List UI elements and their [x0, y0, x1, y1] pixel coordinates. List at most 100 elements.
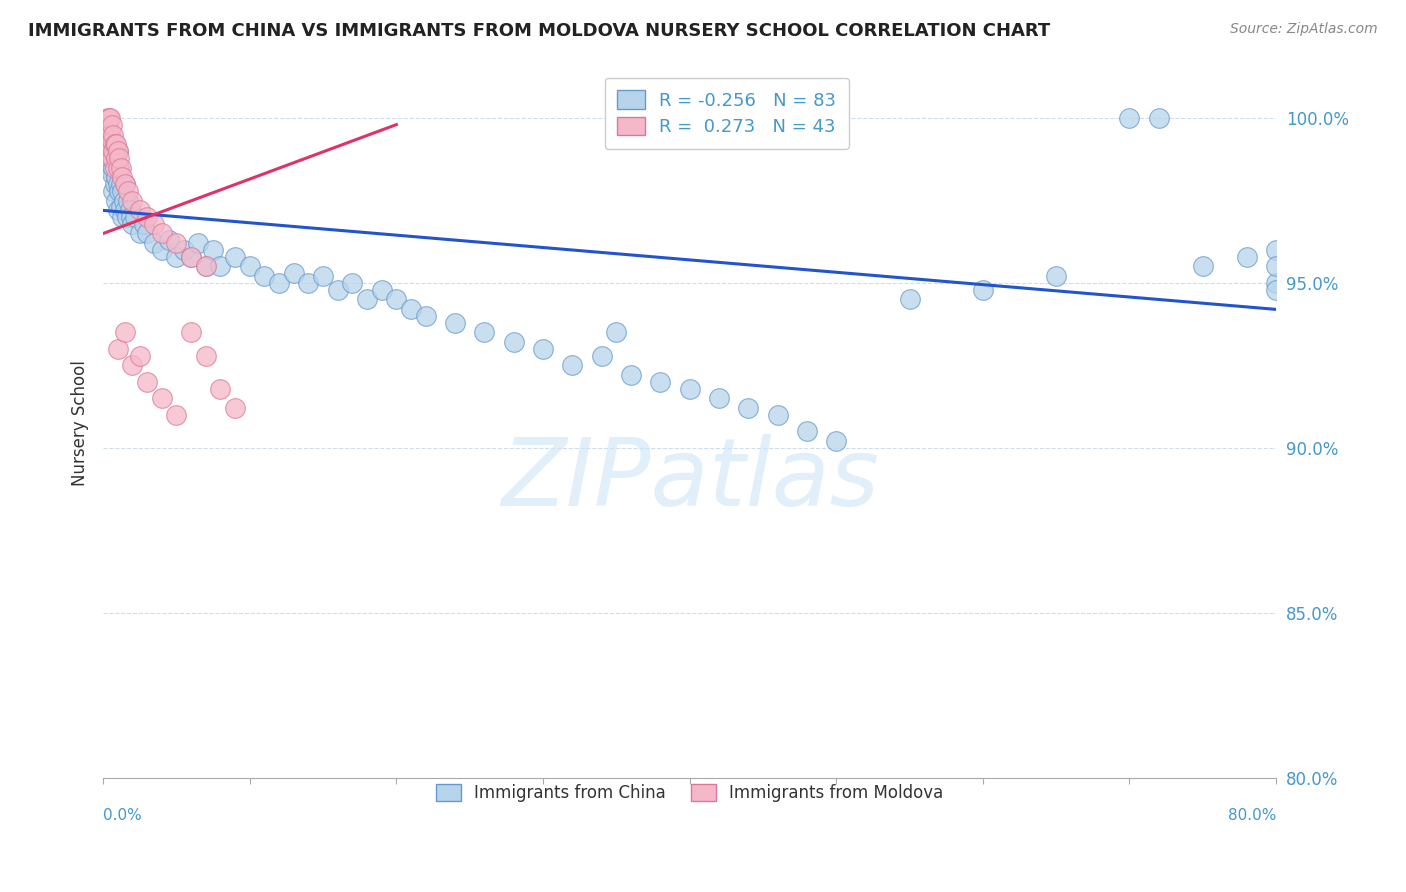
- Point: [112, 194, 135, 208]
- Point: [620, 368, 643, 383]
- Point: [737, 401, 759, 416]
- Point: [707, 392, 730, 406]
- Point: [128, 227, 150, 241]
- Point: [108, 151, 131, 165]
- Point: [101, 118, 124, 132]
- Point: [110, 161, 132, 175]
- Point: [209, 260, 232, 274]
- Point: [312, 269, 335, 284]
- Point: [239, 260, 262, 274]
- Point: [101, 151, 124, 165]
- Text: 0.0%: 0.0%: [103, 808, 142, 823]
- Point: [110, 177, 132, 191]
- Point: [100, 151, 122, 165]
- Point: [825, 434, 848, 449]
- Point: [796, 425, 818, 439]
- Point: [165, 236, 187, 251]
- Point: [356, 293, 378, 307]
- Point: [150, 243, 173, 257]
- Point: [101, 134, 124, 148]
- Point: [472, 326, 495, 340]
- Point: [121, 217, 143, 231]
- Point: [107, 144, 129, 158]
- Point: [165, 408, 187, 422]
- Point: [224, 250, 246, 264]
- Point: [121, 194, 143, 208]
- Point: [117, 194, 139, 208]
- Point: [105, 170, 128, 185]
- Point: [100, 128, 122, 142]
- Point: [173, 243, 195, 257]
- Point: [107, 203, 129, 218]
- Point: [118, 203, 141, 218]
- Point: [114, 203, 136, 218]
- Point: [972, 283, 994, 297]
- Point: [136, 227, 159, 241]
- Point: [1147, 111, 1170, 125]
- Point: [103, 161, 125, 175]
- Point: [107, 161, 129, 175]
- Point: [111, 184, 134, 198]
- Point: [180, 250, 202, 264]
- Point: [1191, 260, 1213, 274]
- Text: 80.0%: 80.0%: [1227, 808, 1277, 823]
- Point: [103, 128, 125, 142]
- Point: [100, 111, 122, 125]
- Point: [120, 210, 142, 224]
- Point: [101, 144, 124, 158]
- Point: [187, 236, 209, 251]
- Point: [1265, 283, 1288, 297]
- Point: [502, 335, 524, 350]
- Point: [385, 293, 408, 307]
- Point: [253, 269, 276, 284]
- Point: [134, 217, 156, 231]
- Text: IMMIGRANTS FROM CHINA VS IMMIGRANTS FROM MOLDOVA NURSERY SCHOOL CORRELATION CHAR: IMMIGRANTS FROM CHINA VS IMMIGRANTS FROM…: [28, 22, 1050, 40]
- Point: [104, 161, 127, 175]
- Point: [105, 194, 128, 208]
- Point: [108, 184, 131, 198]
- Point: [194, 260, 217, 274]
- Point: [128, 203, 150, 218]
- Point: [224, 401, 246, 416]
- Point: [267, 276, 290, 290]
- Point: [98, 134, 121, 148]
- Point: [1045, 269, 1067, 284]
- Legend: Immigrants from China, Immigrants from Moldova: Immigrants from China, Immigrants from M…: [426, 774, 953, 812]
- Point: [98, 111, 121, 125]
- Point: [128, 349, 150, 363]
- Point: [114, 177, 136, 191]
- Point: [766, 408, 789, 422]
- Point: [561, 359, 583, 373]
- Point: [1236, 250, 1258, 264]
- Point: [150, 227, 173, 241]
- Point: [531, 342, 554, 356]
- Point: [114, 177, 136, 191]
- Point: [202, 243, 225, 257]
- Point: [96, 111, 118, 125]
- Point: [898, 293, 921, 307]
- Point: [678, 382, 700, 396]
- Point: [370, 283, 392, 297]
- Point: [104, 177, 127, 191]
- Point: [101, 167, 124, 181]
- Point: [96, 161, 118, 175]
- Point: [115, 210, 138, 224]
- Point: [444, 316, 467, 330]
- Point: [283, 266, 305, 280]
- Point: [121, 359, 143, 373]
- Y-axis label: Nursery School: Nursery School: [72, 360, 89, 486]
- Point: [114, 326, 136, 340]
- Point: [650, 375, 672, 389]
- Point: [326, 283, 349, 297]
- Point: [105, 137, 128, 152]
- Point: [165, 250, 187, 264]
- Point: [103, 184, 125, 198]
- Point: [98, 137, 121, 152]
- Point: [100, 144, 122, 158]
- Point: [415, 309, 437, 323]
- Point: [591, 349, 613, 363]
- Text: ZIPatlas: ZIPatlas: [501, 434, 879, 525]
- Point: [143, 236, 166, 251]
- Point: [100, 128, 122, 142]
- Point: [297, 276, 319, 290]
